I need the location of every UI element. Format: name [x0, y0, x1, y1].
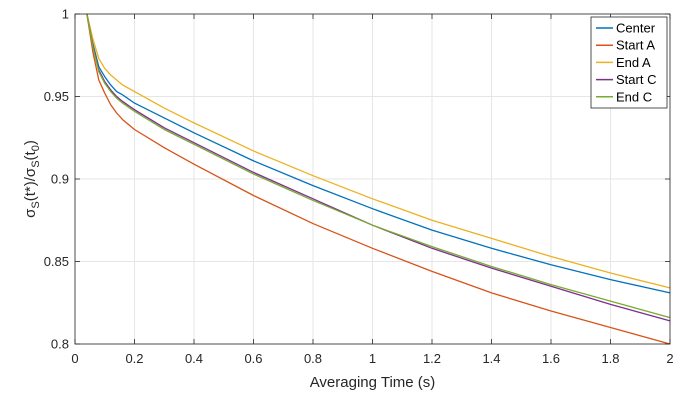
x-tick-label: 1: [369, 351, 376, 366]
legend-label: Center: [616, 21, 656, 36]
y-label-mid: (t*)/: [22, 176, 39, 201]
y-axis-label: σS(t*)/σS(t0): [22, 140, 42, 218]
legend-item: End C: [596, 89, 652, 104]
y-tick-label: 0.8: [51, 337, 69, 352]
legend-item: Start C: [596, 72, 656, 87]
y-tick-label: 0.9: [51, 172, 69, 187]
y-label-t: (t: [22, 150, 39, 160]
y-label-sub-3: 0: [30, 145, 42, 151]
series-line-3: [86, 13, 671, 322]
y-label-sigma-2: σ: [22, 167, 39, 177]
series-line-4: [86, 13, 671, 319]
y-tick-label: 0.85: [44, 254, 69, 269]
legend-item: Center: [596, 21, 656, 36]
x-tick-label: 1.2: [423, 351, 441, 366]
y-label-sub-1: S: [30, 201, 42, 208]
y-tick-labels: 0.8 0.85 0.9 0.95 1: [44, 7, 69, 352]
series-line-1: [86, 13, 671, 345]
series-line-0: [86, 13, 671, 294]
x-tick-label: 0.8: [304, 351, 322, 366]
legend-label: Start C: [616, 72, 656, 87]
x-tick-label: 0.6: [244, 351, 262, 366]
x-tick-label: 1.6: [542, 351, 560, 366]
legend-item: Start A: [596, 38, 655, 53]
y-tick-label: 0.95: [44, 89, 69, 104]
axis-ticks: [74, 13, 671, 345]
legend-label: Start A: [616, 38, 655, 53]
y-label-close: ): [22, 140, 39, 145]
x-tick-label: 0.2: [125, 351, 143, 366]
x-tick-label: 0.4: [185, 351, 203, 366]
y-label-sigma-1: σ: [22, 208, 39, 218]
series-line-2: [86, 13, 671, 289]
y-tick-label: 1: [62, 7, 69, 22]
legend-label: End A: [616, 55, 651, 70]
x-tick-label: 1.4: [482, 351, 500, 366]
legend-label: End C: [616, 89, 652, 104]
legend-item: End A: [596, 55, 651, 70]
x-tick-label: 2: [666, 351, 673, 366]
x-tick-labels: 0 0.2 0.4 0.6 0.8 1 1.2 1.4 1.6 1.8 2: [71, 351, 673, 366]
series-lines: [86, 13, 671, 345]
x-tick-label: 0: [71, 351, 78, 366]
y-label-sub-2: S: [30, 160, 42, 167]
x-axis-label: Averaging Time (s): [310, 374, 436, 391]
x-tick-label: 1.8: [601, 351, 619, 366]
legend: Center Start A End A Start C End C: [590, 16, 668, 109]
